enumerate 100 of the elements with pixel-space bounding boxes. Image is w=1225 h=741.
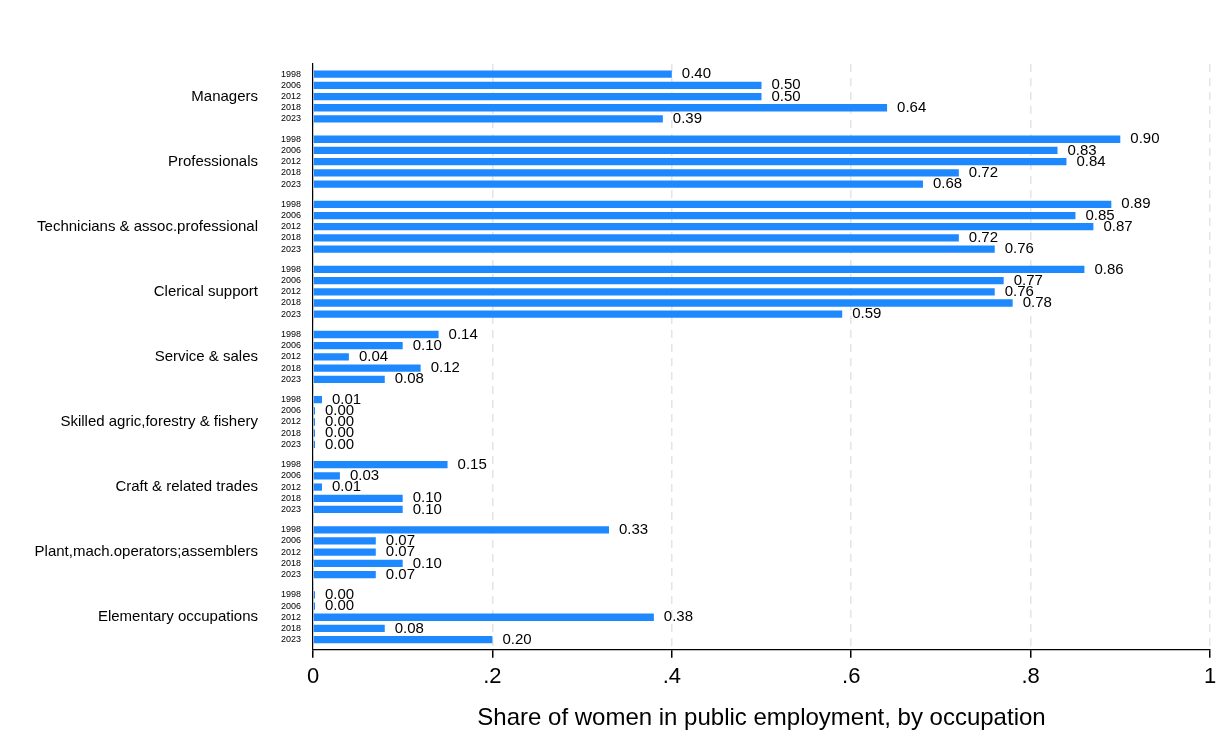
text: 2018 (280, 622, 301, 633)
data-label: 0.89 (1121, 194, 1151, 212)
text: 2006 (280, 405, 301, 416)
bar (313, 180, 923, 188)
data-label: 0.68 (932, 174, 963, 192)
text: 2018 (280, 297, 301, 308)
data-label: 0.12 (430, 358, 460, 376)
series-label: 2012 (280, 91, 301, 102)
text: 2018 (280, 167, 301, 178)
data-label: 0.76 (1004, 239, 1034, 257)
bar (313, 375, 385, 383)
text: 2006 (280, 340, 301, 351)
text: 1998 (280, 524, 301, 535)
text: 2012 (280, 286, 301, 297)
bar (313, 570, 376, 579)
bar (313, 548, 376, 556)
data-label: 0.39 (672, 109, 703, 127)
bar (313, 483, 322, 491)
bar (313, 234, 959, 242)
text: 2018 (280, 232, 301, 243)
data-label: 0.64 (897, 97, 927, 115)
data-label: 0.14 (448, 324, 478, 342)
bar (313, 461, 448, 469)
series-label: 2006 (280, 79, 301, 90)
y-tick-label: Craft & related trades (115, 477, 258, 495)
data-label: 0.86 (1094, 259, 1124, 277)
text: 2023 (280, 178, 301, 189)
data-label: 0.08 (394, 618, 424, 636)
text: 2012 (280, 221, 301, 232)
text: 2012 (280, 611, 301, 622)
text: 2012 (280, 546, 301, 557)
bar (313, 559, 403, 567)
text: 2006 (280, 210, 301, 221)
bar (313, 636, 493, 644)
bar (313, 395, 322, 404)
text: 1998 (280, 459, 301, 470)
y-tick-label: Elementary occupations (97, 607, 258, 625)
text: 2018 (280, 492, 301, 503)
bar (313, 146, 1058, 155)
y-tick-label: Plant,mach.operators;assemblers (34, 542, 258, 560)
series-label: 2018 (280, 102, 301, 113)
data-label: 0.59 (852, 304, 882, 322)
bar (313, 135, 1121, 143)
data-label: 0.04 (358, 347, 389, 365)
bar (313, 505, 403, 514)
y-tick-label: Clerical support (153, 281, 259, 299)
data-label: 0.33 (619, 519, 649, 537)
x-tick-label: .4 (662, 663, 681, 689)
text: 1998 (280, 328, 301, 339)
y-tick-label: Managers (191, 86, 258, 104)
data-label: 0.08 (394, 369, 424, 387)
text: 2023 (280, 503, 301, 514)
text: 1998 (280, 394, 301, 405)
text: 1998 (280, 589, 301, 600)
bar (313, 81, 762, 89)
bar (313, 624, 385, 633)
bar (313, 537, 376, 545)
bar (313, 104, 888, 112)
bar (313, 330, 439, 339)
data-label: 0.72 (968, 162, 999, 180)
text: 2012 (280, 481, 301, 492)
x-tick-label: 1 (1203, 663, 1217, 689)
text: 1998 (280, 263, 301, 274)
text: 2012 (280, 416, 301, 427)
x-tick-label: .6 (842, 663, 861, 689)
bar (313, 211, 1076, 220)
data-label: 0.72 (968, 228, 999, 246)
x-tick-label: .8 (1021, 663, 1040, 689)
x-axis-title: Share of women in public employment, by occupation (477, 703, 1046, 731)
bar (313, 353, 349, 361)
bar (313, 158, 1067, 166)
bar (313, 472, 340, 480)
bar (313, 613, 654, 621)
data-label: 0.20 (502, 629, 532, 647)
data-label: 0.15 (457, 454, 487, 472)
bar (313, 70, 672, 78)
bar (313, 169, 959, 177)
text: 1998 (280, 133, 301, 144)
y-tick-label: Skilled agric,forestry & fishery (60, 412, 259, 430)
text: 2023 (280, 438, 301, 449)
text: 2006 (280, 144, 301, 155)
bar (313, 342, 403, 350)
series-label: 1998 (280, 68, 301, 79)
bar (313, 310, 843, 318)
text: 2023 (280, 243, 301, 254)
data-label: 0.38 (663, 607, 694, 625)
bar (313, 92, 762, 101)
bar (313, 265, 1085, 274)
bar (313, 288, 995, 296)
bar (313, 276, 1004, 285)
bar (313, 115, 663, 123)
bar (313, 200, 1112, 208)
text: 2023 (280, 373, 301, 384)
text: 2012 (280, 351, 301, 362)
text: 2023 (280, 634, 301, 645)
series-label: 2023 (280, 113, 301, 124)
x-tick-label: 0 (306, 663, 320, 689)
text: 2018 (280, 427, 301, 438)
text: 2006 (280, 600, 301, 611)
bar (313, 245, 995, 253)
